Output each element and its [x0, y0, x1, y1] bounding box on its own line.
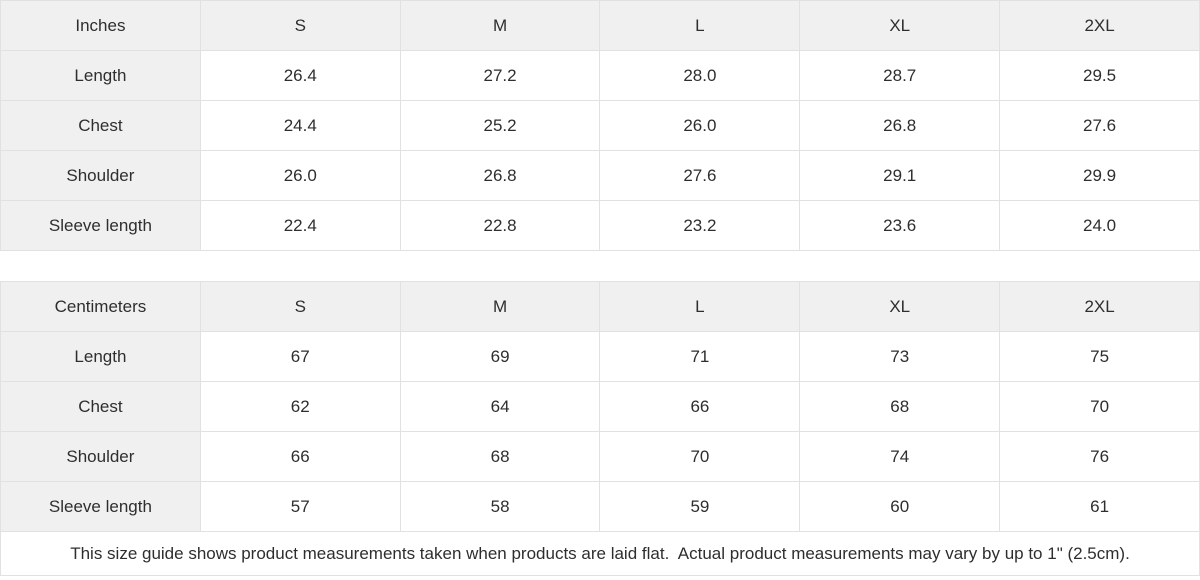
measurement-row: Length 26.4 27.2 28.0 28.7 29.5: [0, 50, 1200, 101]
measurement-value-cell: 67: [199, 331, 401, 382]
size-header-cell: XL: [799, 281, 1001, 332]
measurement-label-cell: Shoulder: [0, 150, 201, 201]
measurement-value-cell: 27.6: [999, 100, 1200, 151]
measurement-value-cell: 26.4: [199, 50, 401, 101]
unit-header-cell: Inches: [0, 0, 201, 51]
measurement-value-cell: 71: [599, 331, 801, 382]
measurement-label-cell: Sleeve length: [0, 200, 201, 251]
measurement-value-cell: 22.4: [199, 200, 401, 251]
measurement-value-cell: 68: [399, 431, 601, 482]
measurement-label-cell: Sleeve length: [0, 481, 201, 532]
measurement-row: Chest 24.4 25.2 26.0 26.8 27.6: [0, 100, 1200, 151]
measurement-row: Sleeve length 22.4 22.8 23.2 23.6 24.0: [0, 200, 1200, 251]
measurement-value-cell: 29.9: [999, 150, 1200, 201]
measurement-value-cell: 66: [199, 431, 401, 482]
measurement-label-cell: Length: [0, 50, 201, 101]
measurement-value-cell: 61: [999, 481, 1200, 532]
size-header-cell: XL: [799, 0, 1001, 51]
size-header-cell: L: [599, 281, 801, 332]
size-guide-note: This size guide shows product measuremen…: [0, 531, 1200, 576]
unit-header-cell: Centimeters: [0, 281, 201, 332]
measurement-value-cell: 23.2: [599, 200, 801, 251]
measurement-value-cell: 25.2: [399, 100, 601, 151]
measurement-value-cell: 75: [999, 331, 1200, 382]
measurement-value-cell: 62: [199, 381, 401, 432]
measurement-value-cell: 69: [399, 331, 601, 382]
measurement-row: Shoulder 66 68 70 74 76: [0, 431, 1200, 482]
size-header-row: Centimeters S M L XL 2XL: [0, 281, 1200, 332]
measurement-value-cell: 29.5: [999, 50, 1200, 101]
size-header-cell: S: [199, 0, 401, 51]
measurement-label-cell: Chest: [0, 100, 201, 151]
measurement-value-cell: 27.2: [399, 50, 601, 101]
measurement-value-cell: 74: [799, 431, 1001, 482]
size-header-cell: S: [199, 281, 401, 332]
measurement-row: Shoulder 26.0 26.8 27.6 29.1 29.9: [0, 150, 1200, 201]
inches-size-table: Inches S M L XL 2XL Length 26.4 27.2 28.0 28.7 29.5…: [0, 0, 1200, 251]
measurement-value-cell: 28.7: [799, 50, 1001, 101]
measurement-value-cell: 26.0: [199, 150, 401, 201]
measurement-value-cell: 24.0: [999, 200, 1200, 251]
measurement-value-cell: 29.1: [799, 150, 1001, 201]
measurement-row: Length 67 69 71 73 75: [0, 331, 1200, 382]
measurement-value-cell: 76: [999, 431, 1200, 482]
size-header-cell: 2XL: [999, 0, 1200, 51]
measurement-value-cell: 70: [999, 381, 1200, 432]
measurement-value-cell: 68: [799, 381, 1001, 432]
measurement-value-cell: 26.8: [399, 150, 601, 201]
measurement-value-cell: 64: [399, 381, 601, 432]
measurement-value-cell: 26.8: [799, 100, 1001, 151]
measurement-value-cell: 70: [599, 431, 801, 482]
measurement-value-cell: 60: [799, 481, 1001, 532]
measurement-row: Sleeve length 57 58 59 60 61: [0, 481, 1200, 532]
size-header-cell: M: [399, 281, 601, 332]
size-header-cell: M: [399, 0, 601, 51]
measurement-value-cell: 27.6: [599, 150, 801, 201]
measurement-value-cell: 28.0: [599, 50, 801, 101]
table-gap-spacer: [0, 251, 1200, 281]
measurement-label-cell: Length: [0, 331, 201, 382]
measurement-value-cell: 23.6: [799, 200, 1001, 251]
measurement-label-cell: Shoulder: [0, 431, 201, 482]
size-header-cell: 2XL: [999, 281, 1200, 332]
measurement-value-cell: 58: [399, 481, 601, 532]
measurement-value-cell: 73: [799, 331, 1001, 382]
measurement-value-cell: 24.4: [199, 100, 401, 151]
measurement-label-cell: Chest: [0, 381, 201, 432]
measurement-value-cell: 57: [199, 481, 401, 532]
measurement-row: Chest 62 64 66 68 70: [0, 381, 1200, 432]
measurement-value-cell: 59: [599, 481, 801, 532]
measurement-value-cell: 22.8: [399, 200, 601, 251]
size-header-cell: L: [599, 0, 801, 51]
centimeters-size-table: Centimeters S M L XL 2XL Length 67 69 71 73 75 Chest…: [0, 281, 1200, 532]
measurement-value-cell: 66: [599, 381, 801, 432]
size-header-row: Inches S M L XL 2XL: [0, 0, 1200, 51]
measurement-value-cell: 26.0: [599, 100, 801, 151]
